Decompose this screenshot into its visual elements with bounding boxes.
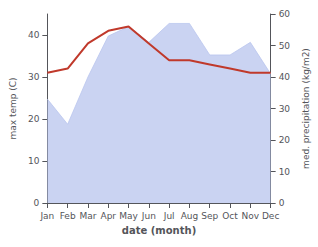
svg-text:Jan: Jan (39, 211, 54, 221)
svg-text:Apr: Apr (100, 211, 116, 221)
svg-text:10: 10 (28, 156, 40, 166)
svg-text:40: 40 (28, 30, 40, 40)
svg-text:Sep: Sep (201, 211, 218, 221)
svg-text:10: 10 (279, 167, 291, 177)
svg-text:date (month): date (month) (122, 225, 196, 236)
svg-text:Aug: Aug (181, 211, 199, 221)
svg-text:Dec: Dec (262, 211, 279, 221)
svg-text:Jul: Jul (163, 211, 175, 221)
svg-text:Feb: Feb (60, 211, 76, 221)
svg-text:30: 30 (28, 72, 40, 82)
svg-text:Jun: Jun (141, 211, 156, 221)
svg-text:Oct: Oct (222, 211, 238, 221)
svg-text:0: 0 (34, 198, 40, 208)
svg-text:40: 40 (279, 72, 291, 82)
svg-text:0: 0 (279, 198, 285, 208)
svg-text:Nov: Nov (242, 211, 260, 221)
svg-text:30: 30 (279, 104, 291, 114)
svg-text:May: May (119, 211, 138, 221)
svg-text:max temp (C): max temp (C) (8, 77, 18, 139)
svg-text:20: 20 (279, 135, 291, 145)
svg-text:50: 50 (279, 41, 291, 51)
svg-text:Mar: Mar (79, 211, 96, 221)
svg-text:med. precipitation (kg/m2): med. precipitation (kg/m2) (301, 48, 311, 169)
svg-text:60: 60 (279, 9, 291, 19)
svg-text:20: 20 (28, 114, 40, 124)
